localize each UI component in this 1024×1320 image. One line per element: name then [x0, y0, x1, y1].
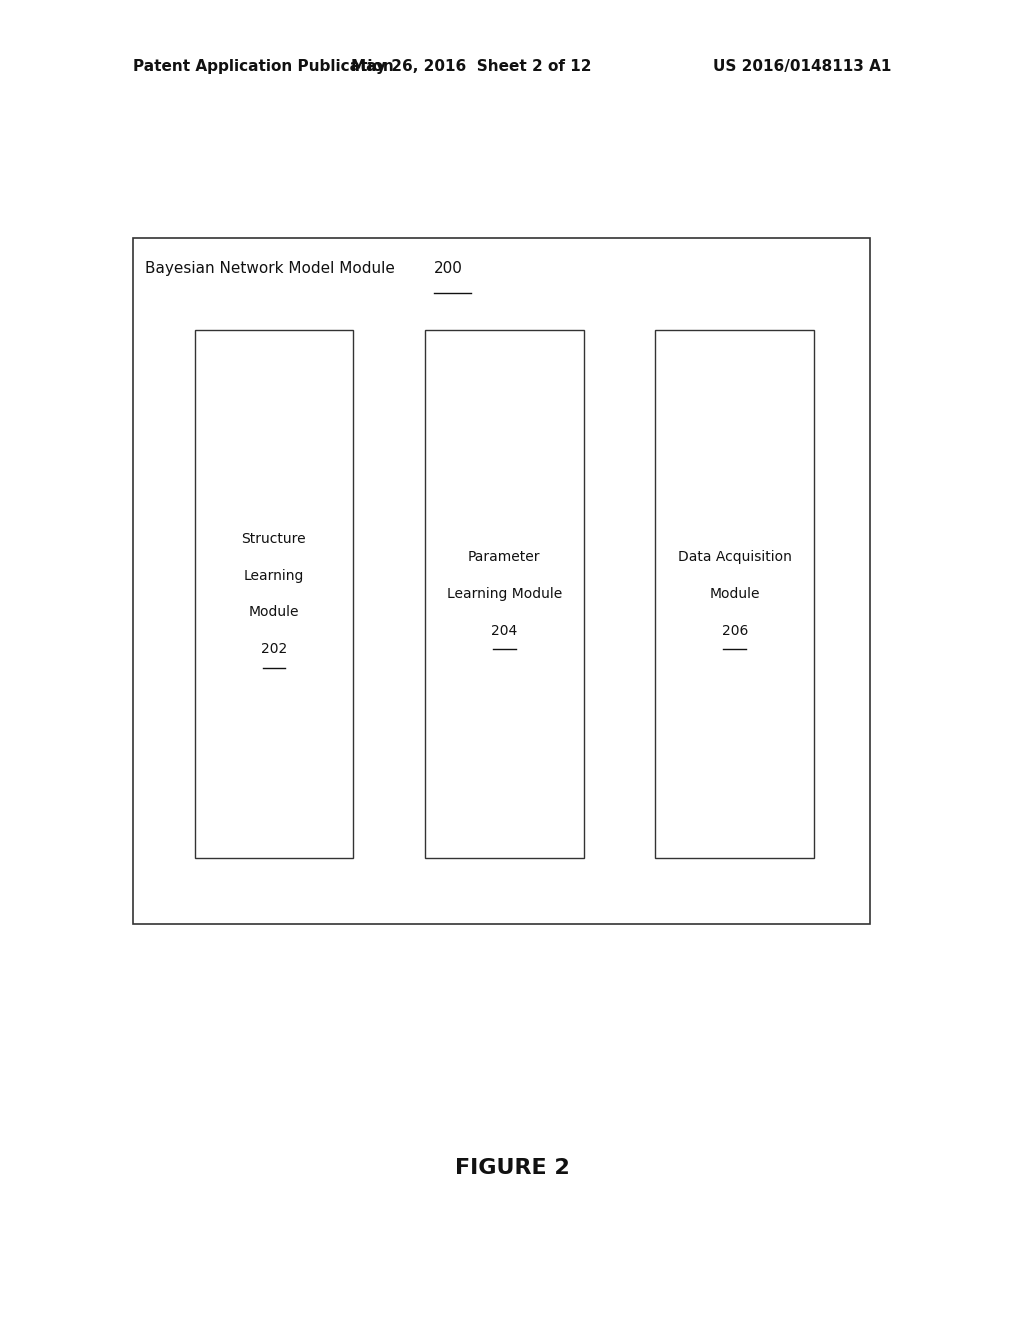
Text: FIGURE 2: FIGURE 2: [455, 1158, 569, 1179]
Text: US 2016/0148113 A1: US 2016/0148113 A1: [713, 59, 891, 74]
Text: Module: Module: [249, 606, 299, 619]
Text: 204: 204: [492, 624, 517, 638]
Text: Parameter: Parameter: [468, 550, 541, 564]
FancyBboxPatch shape: [195, 330, 353, 858]
Text: Patent Application Publication: Patent Application Publication: [133, 59, 394, 74]
Text: May 26, 2016  Sheet 2 of 12: May 26, 2016 Sheet 2 of 12: [351, 59, 591, 74]
FancyBboxPatch shape: [133, 238, 870, 924]
Text: Learning: Learning: [244, 569, 304, 582]
Text: Structure: Structure: [242, 532, 306, 545]
FancyBboxPatch shape: [425, 330, 584, 858]
Text: Data Acquisition: Data Acquisition: [678, 550, 792, 564]
FancyBboxPatch shape: [655, 330, 814, 858]
Text: Module: Module: [710, 587, 760, 601]
Text: 206: 206: [722, 624, 748, 638]
Text: 202: 202: [261, 643, 287, 656]
Text: Bayesian Network Model Module: Bayesian Network Model Module: [145, 261, 400, 276]
Text: Learning Module: Learning Module: [446, 587, 562, 601]
Text: 200: 200: [434, 261, 463, 276]
